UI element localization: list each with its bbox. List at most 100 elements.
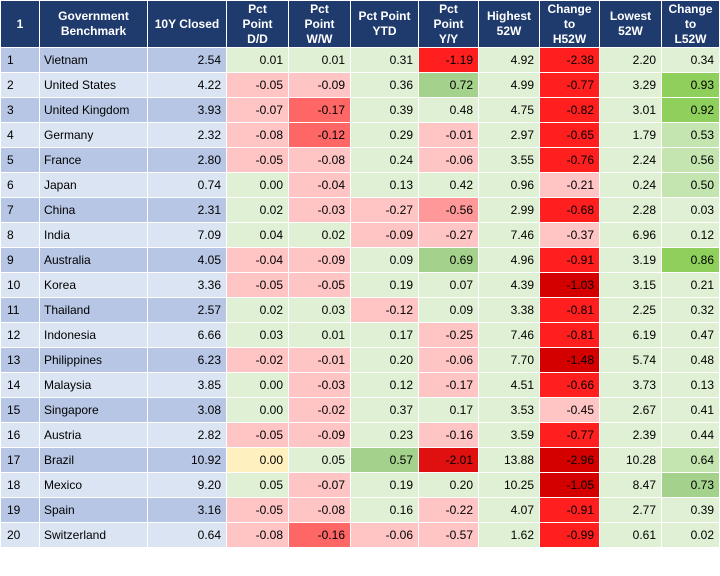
country-cell: United States xyxy=(39,72,148,98)
ww-cell: -0.08 xyxy=(288,497,351,523)
chg-l52w-cell: 0.02 xyxy=(661,522,720,548)
table-row: 3 United Kingdom 3.93 -0.07 -0.17 0.39 0.48 4.7… xyxy=(0,97,720,123)
table-row: 2 United States 4.22 -0.05 -0.09 0.36 0.72 4.99… xyxy=(0,72,720,98)
chg-h52w-cell: -1.05 xyxy=(539,472,600,498)
rank-cell: 9 xyxy=(0,247,40,273)
chg-h52w-cell: -0.21 xyxy=(539,172,600,198)
header-change-to-h52w: Change to H52W xyxy=(539,0,600,48)
closed-cell: 9.20 xyxy=(147,472,227,498)
header-rank: 1 xyxy=(0,0,40,48)
chg-l52w-cell: 0.03 xyxy=(661,197,720,223)
yy-cell: -0.57 xyxy=(418,522,479,548)
chg-h52w-cell: -0.81 xyxy=(539,297,600,323)
country-cell: Austria xyxy=(39,422,148,448)
chg-h52w-cell: -0.77 xyxy=(539,422,600,448)
closed-cell: 2.31 xyxy=(147,197,227,223)
rank-cell: 8 xyxy=(0,222,40,248)
ww-cell: 0.03 xyxy=(288,297,351,323)
closed-cell: 0.64 xyxy=(147,522,227,548)
yy-cell: -2.01 xyxy=(418,447,479,473)
dd-cell: 0.02 xyxy=(226,297,289,323)
chg-l52w-cell: 0.12 xyxy=(661,222,720,248)
low52w-cell: 0.24 xyxy=(599,172,662,198)
low52w-cell: 10.28 xyxy=(599,447,662,473)
ytd-cell: 0.19 xyxy=(350,272,419,298)
high52w-cell: 4.51 xyxy=(478,372,540,398)
chg-h52w-cell: -2.96 xyxy=(539,447,600,473)
high52w-cell: 1.62 xyxy=(478,522,540,548)
yy-cell: -0.27 xyxy=(418,222,479,248)
rank-cell: 19 xyxy=(0,497,40,523)
ytd-cell: 0.20 xyxy=(350,347,419,373)
chg-h52w-cell: -1.03 xyxy=(539,272,600,298)
ytd-cell: 0.29 xyxy=(350,122,419,148)
header-10y-closed: 10Y Closed xyxy=(147,0,227,48)
chg-l52w-cell: 0.21 xyxy=(661,272,720,298)
rank-cell: 17 xyxy=(0,447,40,473)
high52w-cell: 7.46 xyxy=(478,322,540,348)
chg-l52w-cell: 0.41 xyxy=(661,397,720,423)
low52w-cell: 3.01 xyxy=(599,97,662,123)
rank-cell: 14 xyxy=(0,372,40,398)
ww-cell: -0.16 xyxy=(288,522,351,548)
chg-h52w-cell: -0.37 xyxy=(539,222,600,248)
low52w-cell: 5.74 xyxy=(599,347,662,373)
high52w-cell: 7.70 xyxy=(478,347,540,373)
chg-h52w-cell: -0.65 xyxy=(539,122,600,148)
low52w-cell: 2.20 xyxy=(599,47,662,73)
country-cell: France xyxy=(39,147,148,173)
chg-h52w-cell: -0.77 xyxy=(539,72,600,98)
low52w-cell: 2.67 xyxy=(599,397,662,423)
ytd-cell: 0.09 xyxy=(350,247,419,273)
header-change-to-l52w: Change to L52W xyxy=(661,0,720,48)
ww-cell: -0.09 xyxy=(288,247,351,273)
ytd-cell: -0.12 xyxy=(350,297,419,323)
chg-h52w-cell: -0.76 xyxy=(539,147,600,173)
yy-cell: -0.01 xyxy=(418,122,479,148)
rank-cell: 15 xyxy=(0,397,40,423)
table-row: 8 India 7.09 0.04 0.02 -0.09 -0.27 7.46 -0.37 6.9… xyxy=(0,222,720,248)
ytd-cell: 0.23 xyxy=(350,422,419,448)
low52w-cell: 8.47 xyxy=(599,472,662,498)
dd-cell: -0.04 xyxy=(226,247,289,273)
yy-cell: -0.22 xyxy=(418,497,479,523)
low52w-cell: 3.19 xyxy=(599,247,662,273)
dd-cell: 0.05 xyxy=(226,472,289,498)
ww-cell: 0.01 xyxy=(288,322,351,348)
table-row: 7 China 2.31 0.02 -0.03 -0.27 -0.56 2.99 -0.68 2.… xyxy=(0,197,720,223)
ww-cell: 0.02 xyxy=(288,222,351,248)
closed-cell: 3.36 xyxy=(147,272,227,298)
yy-cell: 0.48 xyxy=(418,97,479,123)
yy-cell: -1.19 xyxy=(418,47,479,73)
rank-cell: 4 xyxy=(0,122,40,148)
ytd-cell: 0.39 xyxy=(350,97,419,123)
yy-cell: 0.17 xyxy=(418,397,479,423)
table-row: 10 Korea 3.36 -0.05 -0.05 0.19 0.07 4.39 -1.03 3.… xyxy=(0,272,720,298)
header-pct-point-yy: Pct Point Y/Y xyxy=(418,0,479,48)
chg-h52w-cell: -0.82 xyxy=(539,97,600,123)
ww-cell: -0.09 xyxy=(288,422,351,448)
table-row: 16 Austria 2.82 -0.05 -0.09 0.23 -0.16 3.59 -0.7… xyxy=(0,422,720,448)
closed-cell: 6.23 xyxy=(147,347,227,373)
ww-cell: -0.17 xyxy=(288,97,351,123)
yy-cell: 0.09 xyxy=(418,297,479,323)
table-row: 14 Malaysia 3.85 0.00 -0.03 0.12 -0.17 4.51 -0.6… xyxy=(0,372,720,398)
ww-cell: -0.03 xyxy=(288,197,351,223)
chg-l52w-cell: 0.34 xyxy=(661,47,720,73)
country-cell: Indonesia xyxy=(39,322,148,348)
high52w-cell: 3.55 xyxy=(478,147,540,173)
yy-cell: 0.69 xyxy=(418,247,479,273)
low52w-cell: 2.24 xyxy=(599,147,662,173)
chg-h52w-cell: -0.99 xyxy=(539,522,600,548)
chg-l52w-cell: 0.32 xyxy=(661,297,720,323)
rank-cell: 11 xyxy=(0,297,40,323)
rank-cell: 13 xyxy=(0,347,40,373)
ww-cell: -0.07 xyxy=(288,472,351,498)
chg-l52w-cell: 0.56 xyxy=(661,147,720,173)
high52w-cell: 2.99 xyxy=(478,197,540,223)
table-row: 4 Germany 2.32 -0.08 -0.12 0.29 -0.01 2.97 -0.65… xyxy=(0,122,720,148)
chg-h52w-cell: -0.45 xyxy=(539,397,600,423)
country-cell: United Kingdom xyxy=(39,97,148,123)
country-cell: Brazil xyxy=(39,447,148,473)
chg-l52w-cell: 0.93 xyxy=(661,72,720,98)
